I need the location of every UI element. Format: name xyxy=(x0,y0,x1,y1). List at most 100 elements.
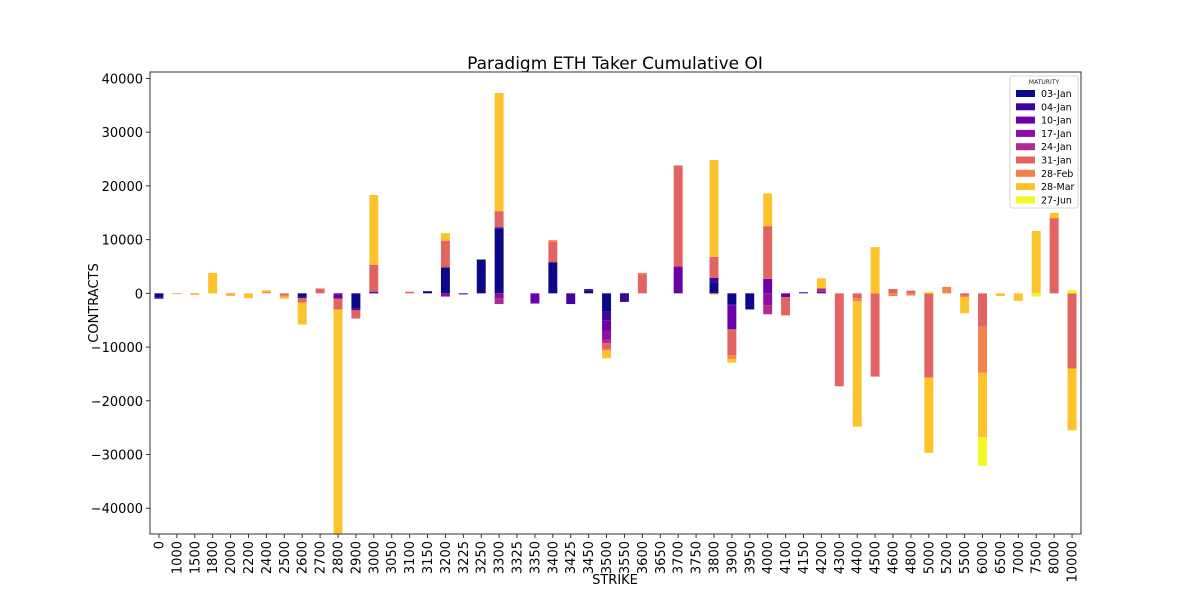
legend-swatch-27-Jun xyxy=(1016,196,1035,204)
y-axis: −40000 −30000 −20000 −10000 0 10000 20000 30000… xyxy=(91,72,150,517)
legend-swatch-03-Jan xyxy=(1016,90,1035,97)
bar-4100-10-Jan xyxy=(781,293,791,298)
bar-3300-03-Jan xyxy=(494,228,504,294)
x-tick-label: 8000 xyxy=(1048,541,1063,574)
bar-2000-28-Feb xyxy=(226,293,236,295)
bar-3900-31-Jan xyxy=(727,329,737,356)
x-tick-label: 3650 xyxy=(654,541,669,574)
bar-4500-31-Jan xyxy=(870,293,880,377)
x-tick-label: 3550 xyxy=(618,541,633,574)
x-tick-label: 2600 xyxy=(296,541,311,574)
bar-4200-24-Jan xyxy=(816,288,826,292)
bar-4300-31-Jan xyxy=(834,293,844,387)
bar-4400-28-Mar xyxy=(852,301,862,427)
bar-3300-28-Mar xyxy=(494,92,504,212)
x-tick-label: 3150 xyxy=(421,541,436,574)
legend-label-31-Jan: 31-Jan xyxy=(1041,156,1072,167)
bar-2800-28-Mar xyxy=(333,309,343,534)
bar-0-03-Jan xyxy=(154,293,164,298)
x-tick-label: 7500 xyxy=(1030,541,1045,574)
bar-2500-28-Mar xyxy=(279,296,289,299)
x-tick-label: 3000 xyxy=(367,541,382,574)
bar-3450-04-Jan xyxy=(584,289,594,291)
bar-3400-31-Jan xyxy=(548,241,558,263)
x-tick-label: 5500 xyxy=(958,541,973,574)
bar-3700-17-Jan xyxy=(673,266,683,268)
bar-3500-28-Mar xyxy=(602,350,612,359)
y-tick-label: −10000 xyxy=(91,341,143,356)
bar-6500-28-Mar xyxy=(995,293,1005,297)
y-tick-label: −20000 xyxy=(91,395,143,410)
x-tick-label: 3250 xyxy=(475,541,490,574)
bar-6000-28-Mar xyxy=(978,372,987,438)
bar-3250-03-Jan xyxy=(476,259,486,294)
x-tick-label: 3900 xyxy=(725,541,740,574)
bar-2600-28-Mar xyxy=(297,302,307,325)
x-tick-label: 2800 xyxy=(331,541,346,574)
x-tick-label: 5200 xyxy=(940,541,955,574)
legend-label-04-Jan: 04-Jan xyxy=(1041,102,1072,113)
bar-1500-28-Feb xyxy=(190,293,200,295)
chart-title: Paradigm ETH Taker Cumulative OI xyxy=(467,54,763,74)
x-tick-label: 4800 xyxy=(904,541,919,574)
x-axis: 0 1000 1500 1800 2000 2200 2400 2500 2600 2700 280… xyxy=(152,534,1081,582)
legend-label-28-Mar: 28-Mar xyxy=(1041,182,1075,193)
bar-2500-31-Jan xyxy=(279,293,289,295)
bar-2900-31-Jan xyxy=(351,309,361,319)
bar-5000-31-Jan xyxy=(924,293,934,378)
x-tick-label: 3700 xyxy=(672,541,687,574)
bar-4200-10-Jan xyxy=(816,291,826,294)
x-tick-label: 2200 xyxy=(242,541,257,574)
y-axis-label: CONTRACTS xyxy=(87,263,102,342)
bars-group xyxy=(154,92,1077,534)
bar-3700-10-Jan xyxy=(673,267,683,294)
bar-1500-28-Mar xyxy=(190,293,200,295)
bar-4800-31-Jan xyxy=(906,290,916,294)
x-tick-label: 2500 xyxy=(278,541,293,574)
bar-3800-31-Jan xyxy=(709,256,719,278)
bar-4000-28-Mar xyxy=(763,193,773,227)
bar-3100-31-Jan xyxy=(405,291,415,294)
legend-label-28-Feb: 28-Feb xyxy=(1041,169,1073,180)
y-tick-label: −40000 xyxy=(91,502,143,517)
x-tick-label: 2700 xyxy=(314,541,329,574)
bar-3300-17-Jan xyxy=(494,293,504,299)
bar-4150-04-Jan xyxy=(799,292,808,294)
bar-2900-04-Jan xyxy=(351,308,361,310)
x-tick-label: 4100 xyxy=(779,541,794,574)
bar-1800-28-Mar xyxy=(208,272,218,294)
bar-3500-10-Jan xyxy=(602,320,612,331)
bar-10000-27-Jun xyxy=(1067,290,1077,294)
bar-3500-31-Jan xyxy=(602,343,612,350)
legend-swatch-24-Jan xyxy=(1016,143,1035,151)
bar-3900-28-Mar xyxy=(727,358,737,363)
bar-3700-31-Jan xyxy=(673,165,683,267)
legend: MATURITY 03-Jan 04-Jan 10-Jan 17-Jan 24-Jan 3… xyxy=(1009,75,1079,209)
bar-6000-28-Feb xyxy=(978,326,987,373)
bar-3950-03-Jan xyxy=(745,293,755,310)
bar-3000-28-Mar xyxy=(369,195,379,265)
x-tick-label: 3100 xyxy=(403,541,418,574)
plot-frame xyxy=(149,71,1082,535)
bar-2600-04-Jan xyxy=(297,296,307,299)
bar-3900-04-Jan xyxy=(727,304,737,306)
bar-2000-28-Mar xyxy=(226,294,236,297)
bar-3000-31-Jan xyxy=(369,264,379,292)
bar-5200-28-Feb xyxy=(942,286,952,294)
x-tick-label: 1800 xyxy=(206,541,221,574)
bar-3600-31-Jan xyxy=(637,274,647,294)
x-tick-label: 3950 xyxy=(743,541,758,574)
x-tick-label: 6500 xyxy=(994,541,1009,574)
bar-8000-31-Jan xyxy=(1049,218,1059,294)
y-tick-label: 40000 xyxy=(102,72,143,87)
bar-3800-28-Mar xyxy=(709,160,719,257)
x-tick-label: 4000 xyxy=(761,541,776,574)
legend-label-24-Jan: 24-Jan xyxy=(1041,142,1072,153)
bar-7500-27-Jun xyxy=(1031,293,1041,297)
x-tick-label: 3325 xyxy=(511,541,526,574)
bar-4200-28-Mar xyxy=(816,278,826,289)
bar-1000-28-Feb xyxy=(172,293,182,295)
x-tick-label: 7000 xyxy=(1012,541,1027,574)
x-tick-label: 4500 xyxy=(869,541,884,574)
